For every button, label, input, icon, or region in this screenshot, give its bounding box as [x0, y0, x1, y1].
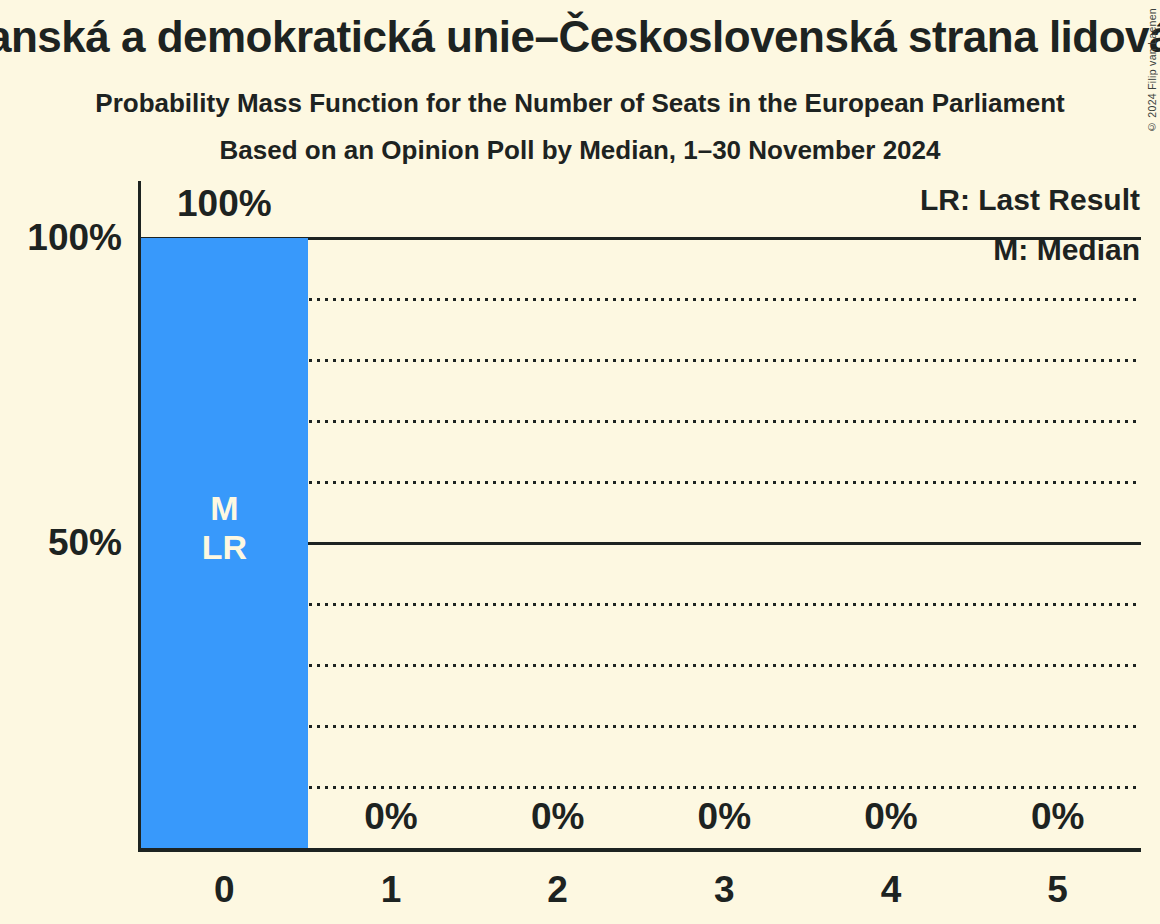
- x-tick-label-1: 1: [308, 868, 475, 912]
- x-tick-label-3: 3: [641, 868, 808, 912]
- y-tick-label-50: 50%: [0, 521, 122, 565]
- x-tick-label-2: 2: [474, 868, 641, 912]
- x-axis-line: [138, 848, 1141, 852]
- y-tick-label-100: 100%: [0, 216, 122, 260]
- bar-value-label-2: 0%: [474, 795, 641, 839]
- legend-last-result: LR: Last Result: [920, 180, 1140, 220]
- pmf-chart-figure: anská a demokratická unie–Československá…: [0, 0, 1160, 924]
- x-tick-label-5: 5: [974, 868, 1141, 912]
- bar-value-label-5: 0%: [974, 795, 1141, 839]
- bar-value-label-4: 0%: [808, 795, 975, 839]
- plot-area: M LR100%00%10%20%30%40%5100%50%: [0, 0, 1160, 924]
- bar-value-label-1: 0%: [308, 795, 475, 839]
- bar-value-label-0: 100%: [141, 182, 308, 226]
- bar-value-label-3: 0%: [641, 795, 808, 839]
- bar-annotation-seats-0: M LR: [141, 489, 308, 567]
- x-tick-label-4: 4: [808, 868, 975, 912]
- x-tick-label-0: 0: [141, 868, 308, 912]
- legend-median: M: Median: [993, 230, 1140, 270]
